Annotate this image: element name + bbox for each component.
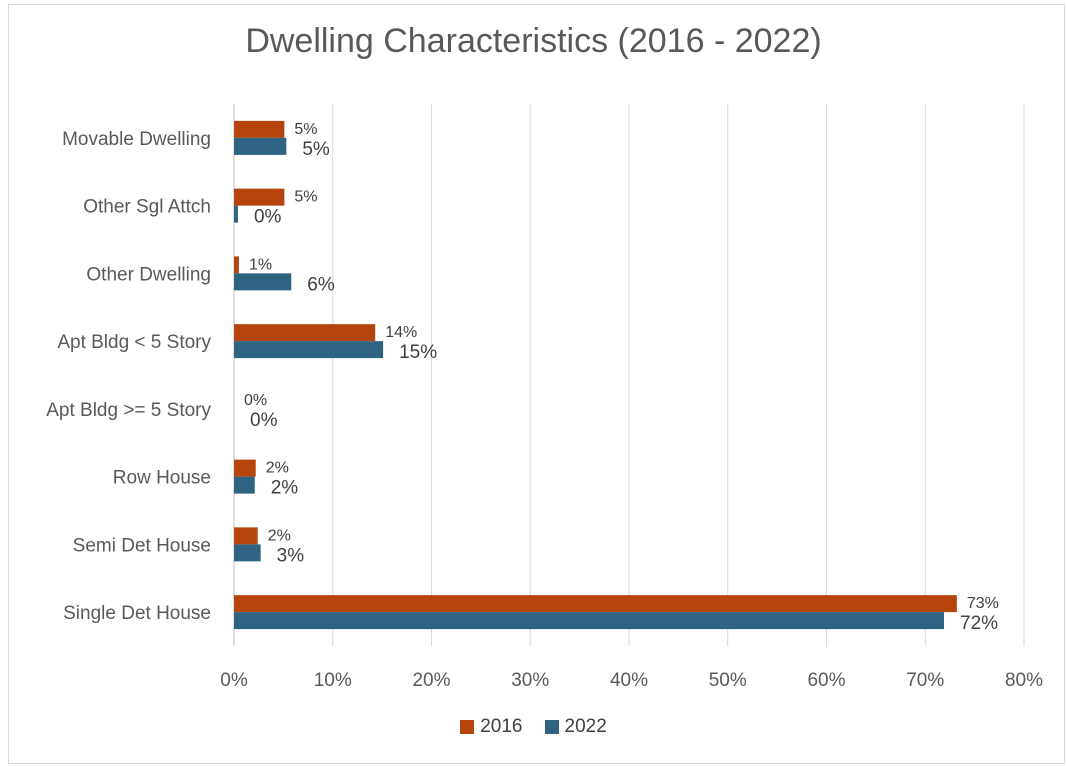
bar-2022 (234, 137, 287, 155)
bar-2016 (234, 459, 256, 477)
bar-2016 (234, 527, 258, 545)
x-tick-label: 70% (906, 670, 944, 691)
data-label-2016: 2% (268, 527, 291, 544)
bar-2016 (234, 256, 239, 274)
bar-2016 (234, 595, 957, 613)
data-label-2022: 6% (307, 274, 335, 295)
data-label-2022: 0% (250, 410, 278, 431)
legend-swatch-2022 (544, 720, 559, 734)
data-label-2022: 15% (399, 342, 437, 363)
data-label-2022: 5% (302, 139, 330, 160)
data-label-2016: 5% (294, 189, 317, 206)
legend-label-2016: 2016 (480, 716, 523, 737)
data-label-2016: 14% (385, 324, 417, 341)
data-label-2022: 2% (271, 478, 299, 499)
bar-2016 (234, 324, 376, 342)
data-label-2016: 2% (266, 460, 289, 477)
x-tick-label: 30% (511, 670, 549, 691)
data-label-2016: 5% (294, 121, 317, 138)
bar-2022 (234, 612, 945, 630)
legend: 2016 2022 (0, 716, 1067, 738)
x-tick-label: 20% (412, 670, 450, 691)
x-tick-label: 60% (807, 670, 845, 691)
category-label: Semi Det House (73, 535, 211, 556)
bar-2022 (234, 544, 261, 562)
category-label: Apt Bldg < 5 Story (57, 332, 211, 353)
bar-2016 (234, 188, 285, 206)
x-tick-label: 50% (709, 670, 747, 691)
bar-2022 (234, 341, 384, 359)
category-label: Movable Dwelling (62, 129, 211, 150)
legend-item-2022: 2022 (544, 716, 607, 738)
category-label: Single Det House (63, 603, 211, 624)
x-tick-label: 80% (1005, 670, 1043, 691)
category-label: Apt Bldg >= 5 Story (46, 400, 211, 421)
x-tick-label: 0% (220, 670, 248, 691)
category-label: Other Dwelling (86, 264, 211, 285)
data-label-2016: 1% (249, 256, 272, 273)
data-label-2022: 72% (960, 613, 998, 634)
data-label-2016: 0% (244, 392, 267, 409)
chart-title: Dwelling Characteristics (2016 - 2022) (245, 22, 822, 60)
data-label-2016: 73% (967, 595, 999, 612)
legend-label-2022: 2022 (564, 716, 607, 737)
x-tick-label: 10% (314, 670, 352, 691)
legend-item-2016: 2016 (460, 716, 523, 738)
data-label-2022: 0% (254, 207, 282, 228)
legend-swatch-2016 (460, 720, 475, 734)
category-label: Row House (113, 468, 211, 489)
category-label: Other Sgl Attch (83, 197, 211, 218)
bar-2022 (234, 205, 238, 223)
data-label-2022: 3% (277, 545, 305, 566)
bar-2022 (234, 273, 292, 291)
bar-2016 (234, 120, 285, 138)
bar-2022 (234, 476, 255, 494)
x-tick-label: 40% (610, 670, 648, 691)
chart-frame (8, 4, 1065, 764)
